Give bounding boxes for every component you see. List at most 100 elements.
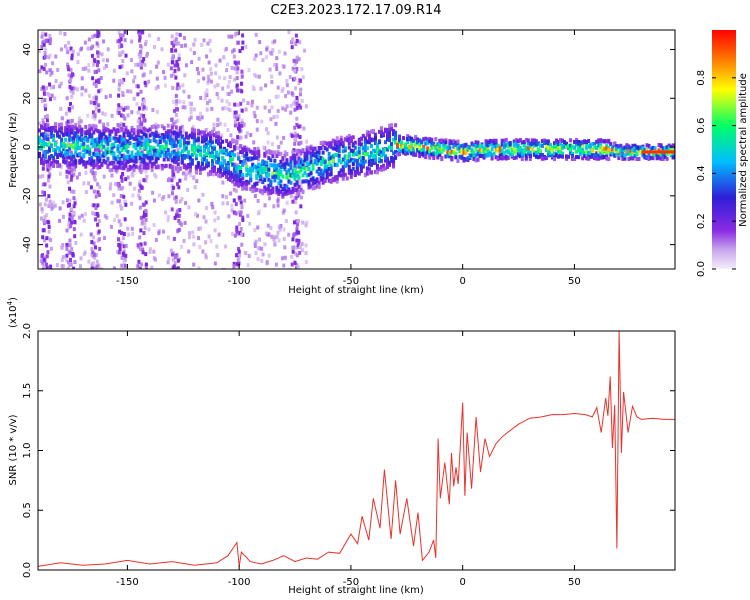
heatmap-cell xyxy=(64,131,68,136)
heatmap-cell xyxy=(375,170,379,175)
heatmap-cell xyxy=(540,143,544,148)
heatmap-cell xyxy=(70,157,74,162)
heatmap-cell xyxy=(210,150,214,155)
heatmap-cell xyxy=(40,158,44,163)
heatmap-cell xyxy=(292,220,296,225)
heatmap-cell xyxy=(454,151,458,156)
heatmap-cell xyxy=(174,37,178,42)
heatmap-cell xyxy=(72,139,76,144)
heatmap-cell xyxy=(164,152,168,157)
heatmap-cell xyxy=(339,173,343,178)
heatmap-cell xyxy=(46,149,50,154)
heatmap-cell xyxy=(198,130,202,135)
heatmap-cell xyxy=(90,247,94,252)
heatmap-cell xyxy=(297,124,301,129)
heatmap-cell xyxy=(343,137,347,142)
heatmap-cell xyxy=(192,138,196,143)
heatmap-cell xyxy=(130,154,134,159)
heatmap-cell xyxy=(93,33,97,38)
heatmap-cell xyxy=(237,169,241,174)
heatmap-cell xyxy=(146,158,150,163)
heatmap-cell xyxy=(217,152,221,157)
heatmap-cell xyxy=(202,138,206,143)
heatmap-cell xyxy=(458,149,462,154)
heatmap-cell xyxy=(211,172,215,177)
heatmap-cell xyxy=(293,100,297,105)
heatmap-cell xyxy=(54,79,58,84)
heatmap-cell xyxy=(67,40,71,45)
heatmap-cell xyxy=(146,149,150,154)
heatmap-cell xyxy=(649,147,653,152)
heatmap-cell xyxy=(269,225,273,230)
heatmap-cell xyxy=(264,83,268,88)
heatmap-cell xyxy=(112,156,116,161)
heatmap-cell xyxy=(79,232,83,237)
heatmap-cell xyxy=(138,145,142,150)
heatmap-cell xyxy=(147,227,151,232)
heatmap-cell xyxy=(367,137,371,142)
heatmap-cell xyxy=(554,153,558,158)
heatmap-cell xyxy=(233,153,237,158)
heatmap-cell xyxy=(204,152,208,157)
heatmap-cell xyxy=(76,137,80,142)
heatmap-cell xyxy=(273,165,277,170)
heatmap-cell xyxy=(119,113,123,118)
heatmap-cell xyxy=(88,128,92,133)
heatmap-cell xyxy=(176,167,180,172)
heatmap-cell xyxy=(173,215,177,220)
heatmap-cell xyxy=(130,172,134,177)
heatmap-cell xyxy=(398,138,402,143)
heatmap-cell xyxy=(146,128,150,133)
heatmap-cell xyxy=(530,138,534,143)
heatmap-cell xyxy=(232,210,236,215)
heatmap-cell xyxy=(504,137,508,142)
heatmap-cell xyxy=(117,219,121,224)
heatmap-cell xyxy=(140,121,144,126)
heatmap-cell xyxy=(98,132,102,137)
heatmap-cell xyxy=(298,250,302,255)
heatmap-cell xyxy=(171,169,175,174)
heatmap-cell xyxy=(74,164,78,169)
heatmap-cell xyxy=(166,137,170,142)
heatmap-cell xyxy=(46,125,50,130)
heatmap-cell xyxy=(43,50,47,55)
heatmap-cell xyxy=(82,181,86,186)
heatmap-cell xyxy=(333,153,337,158)
heatmap-cell xyxy=(268,196,272,201)
heatmap-cell xyxy=(130,128,134,133)
heatmap-cell xyxy=(99,267,103,269)
heatmap-cell xyxy=(239,101,243,106)
heatmap-cell xyxy=(48,37,52,42)
heatmap-cell xyxy=(524,137,528,142)
heatmap-cell xyxy=(203,96,207,101)
heatmap-cell xyxy=(116,148,120,153)
heatmap-cell xyxy=(669,147,673,152)
heatmap-cell xyxy=(345,176,349,181)
heatmap-cell xyxy=(70,86,74,91)
heatmap-cell xyxy=(170,130,174,135)
heatmap-cell xyxy=(90,138,94,143)
heatmap-cell xyxy=(211,205,215,210)
heatmap-cell xyxy=(106,150,110,155)
heatmap-cell xyxy=(235,225,239,230)
heatmap-cell xyxy=(70,220,74,225)
heatmap-cell xyxy=(298,135,302,140)
heatmap-cell xyxy=(319,161,323,166)
heatmap-cell xyxy=(297,219,301,224)
heatmap-cell xyxy=(169,73,173,78)
heatmap-cell xyxy=(446,146,450,151)
heatmap-cell xyxy=(454,155,458,160)
heatmap-cell xyxy=(290,254,294,259)
heatmap-cell xyxy=(140,159,144,164)
heatmap-cell xyxy=(72,132,76,137)
heatmap-cell xyxy=(93,114,97,119)
heatmap-cell xyxy=(420,139,424,144)
heatmap-cell xyxy=(58,218,62,223)
heatmap-cell xyxy=(514,148,518,153)
heatmap-cell xyxy=(83,40,87,45)
heatmap-cell xyxy=(607,139,611,144)
heatmap-cell xyxy=(532,152,536,157)
heatmap-cell xyxy=(171,135,175,140)
heatmap-cell xyxy=(106,122,110,127)
heatmap-cell xyxy=(448,154,452,159)
